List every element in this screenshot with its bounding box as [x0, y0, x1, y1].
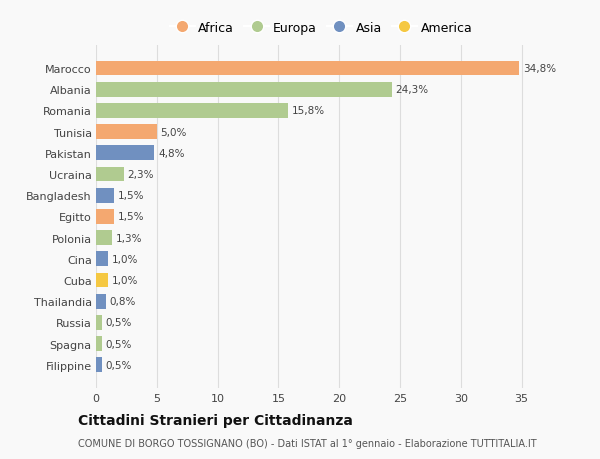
Text: 0,5%: 0,5%	[106, 360, 132, 370]
Bar	[96, 188, 114, 203]
Bar	[96, 294, 106, 309]
Text: 0,5%: 0,5%	[106, 339, 132, 349]
Text: 1,0%: 1,0%	[112, 254, 138, 264]
Bar	[96, 230, 112, 246]
Bar	[96, 336, 102, 351]
Text: Cittadini Stranieri per Cittadinanza: Cittadini Stranieri per Cittadinanza	[78, 414, 353, 428]
Bar	[96, 209, 114, 224]
Text: 1,5%: 1,5%	[118, 191, 145, 201]
Bar	[96, 252, 108, 267]
Bar	[96, 358, 102, 372]
Bar	[96, 167, 124, 182]
Text: 0,8%: 0,8%	[109, 297, 136, 307]
Text: COMUNE DI BORGO TOSSIGNANO (BO) - Dati ISTAT al 1° gennaio - Elaborazione TUTTIT: COMUNE DI BORGO TOSSIGNANO (BO) - Dati I…	[78, 438, 536, 448]
Text: 0,5%: 0,5%	[106, 318, 132, 328]
Legend: Africa, Europa, Asia, America: Africa, Europa, Asia, America	[166, 18, 476, 39]
Text: 34,8%: 34,8%	[523, 64, 556, 74]
Bar	[96, 273, 108, 288]
Text: 2,3%: 2,3%	[128, 169, 154, 179]
Bar	[96, 125, 157, 140]
Bar	[96, 62, 519, 76]
Text: 15,8%: 15,8%	[292, 106, 325, 116]
Text: 5,0%: 5,0%	[160, 127, 187, 137]
Bar	[96, 315, 102, 330]
Text: 1,3%: 1,3%	[115, 233, 142, 243]
Bar	[96, 83, 392, 97]
Bar	[96, 104, 288, 118]
Bar	[96, 146, 154, 161]
Text: 4,8%: 4,8%	[158, 148, 185, 158]
Text: 24,3%: 24,3%	[395, 85, 428, 95]
Text: 1,5%: 1,5%	[118, 212, 145, 222]
Text: 1,0%: 1,0%	[112, 275, 138, 285]
